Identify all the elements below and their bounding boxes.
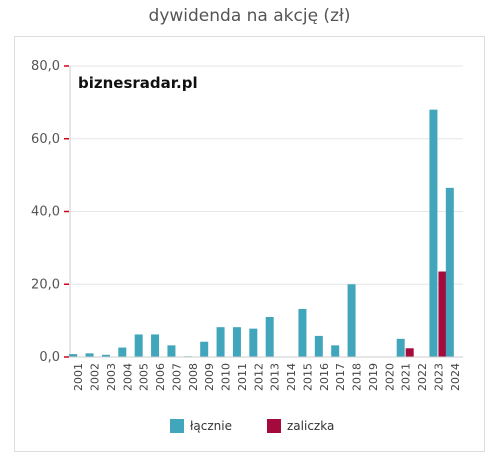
bar-lacznie-2009 [200,341,209,357]
y-axis: 0,0 20,0 40,0 60,0 80,0 [31,59,71,365]
bar-lacznie-2004 [118,347,127,357]
bar-lacznie-2017 [331,345,340,357]
x-tick-label: 2013 [269,363,282,391]
bar-lacznie-2023 [429,109,438,358]
chart-title: dywidenda na akcję (zł) [148,6,351,26]
watermark: biznesradar.pl [78,74,198,92]
bar-lacznie-2007 [167,345,176,357]
y-tick-label: 40,0 [31,205,60,220]
bar-lacznie-2021 [396,338,405,357]
legend: łącznie zaliczka [170,419,334,433]
x-axis: 2001 2002 2003 2004 2005 2006 2007 2008 2009 2010… [70,356,463,391]
legend-swatch [267,419,281,433]
y-tick-label: 0,0 [39,350,60,365]
bar-lacznie-2018 [347,284,356,357]
x-tick-label: 2006 [154,363,167,391]
x-tick-label: 2019 [367,363,380,391]
bars [69,109,454,358]
x-tick-label: 2022 [416,363,429,391]
x-tick-label: 2024 [449,363,462,391]
x-tick-label: 2008 [187,363,200,391]
bar-lacznie-2001 [69,354,78,357]
x-tick-label: 2004 [121,363,134,391]
bar-zaliczka-2023 [438,271,447,357]
chart-frame [14,36,485,452]
x-tick-label: 2018 [351,363,364,391]
bar-lacznie-2013 [265,316,274,357]
x-tick-label: 2016 [318,363,331,391]
bar-lacznie-2003 [101,354,110,357]
x-tick-label: 2014 [285,363,298,391]
x-tick-label: 2007 [170,363,183,391]
x-tick-label: 2010 [220,363,233,391]
bar-lacznie-2005 [134,334,143,357]
x-tick-label: 2023 [432,363,445,391]
y-tick-label: 20,0 [31,277,60,292]
x-tick-label: 2021 [400,363,413,391]
x-tick-label: 2009 [203,363,216,391]
bar-lacznie-2006 [151,334,160,357]
x-tick-label: 2005 [138,363,151,391]
legend-label: łącznie [190,419,232,433]
bar-lacznie-2015 [298,308,307,357]
x-tick-label: 2003 [105,363,118,391]
x-tick-label: 2001 [72,363,85,391]
bar-lacznie-2011 [232,327,241,357]
x-tick-label: 2002 [89,363,102,391]
x-tick-label: 2020 [383,363,396,391]
x-tick-label: 2015 [301,363,314,391]
x-tick-label: 2012 [252,363,265,391]
gridlines [70,65,463,285]
bar-lacznie-2002 [85,353,94,357]
x-tick-label: 2011 [236,363,249,391]
bar-lacznie-2012 [249,328,258,357]
legend-swatch [170,419,184,433]
bar-zaliczka-2021 [405,348,414,357]
y-tick-label: 60,0 [31,132,60,147]
bar-lacznie-2016 [314,335,323,357]
y-tick-label: 80,0 [31,59,60,74]
legend-label: zaliczka [287,419,334,433]
bar-lacznie-2024 [445,187,454,357]
x-tick-label: 2017 [334,363,347,391]
bar-lacznie-2010 [216,327,225,357]
